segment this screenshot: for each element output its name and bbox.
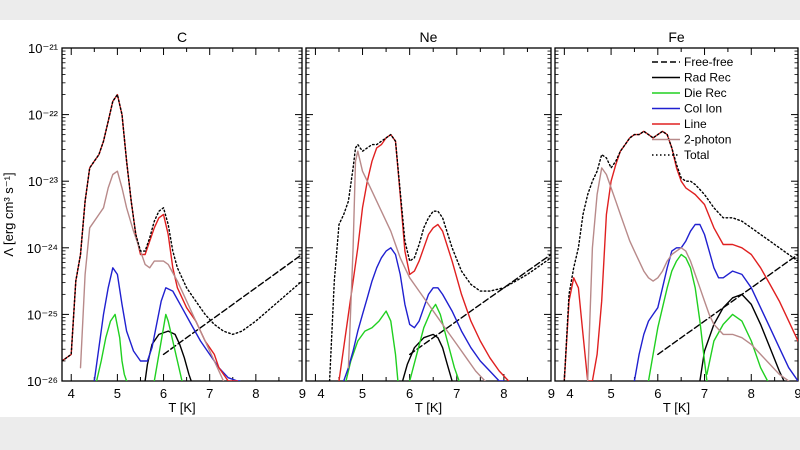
panel-ne: Ne 4 5 6 7 8 9 T [K]: [305, 29, 555, 415]
panel-c: C 4 5 6 7 8 9 T [K] 10⁻²⁶ 10⁻²⁵ 10⁻²⁴ 10⁻²³ 10⁻²² 10⁻…: [27, 29, 306, 415]
x-tick-label: 8: [252, 386, 259, 401]
x-tick-label: 7: [701, 386, 708, 401]
x-tick-label: 4: [317, 386, 324, 401]
y-tick-label: 10⁻²⁶: [27, 374, 58, 389]
x-axis-label: T [K]: [168, 400, 195, 415]
legend-label: Rad Rec: [684, 71, 731, 85]
series-line: [338, 133, 510, 381]
series-col-ion: [633, 223, 798, 381]
legend-label: Total: [684, 148, 709, 162]
y-tick-label: 10⁻²¹: [28, 41, 59, 56]
x-tick-label: 5: [114, 386, 121, 401]
series-free-free: [162, 253, 302, 356]
x-tick-label: 5: [607, 386, 614, 401]
panel-frame: [61, 47, 303, 382]
series-free-free: [657, 253, 798, 356]
series-die-rec: [153, 313, 183, 381]
panel-fe: Fe 4 5 6 7 8 9 T [K]: [554, 29, 800, 415]
x-tick-label: 4: [566, 386, 573, 401]
series-die-rec: [345, 310, 399, 381]
x-tick-label: 6: [654, 386, 661, 401]
series-rad-rec: [401, 333, 453, 381]
series-col-ion: [343, 247, 505, 381]
x-tick-label: 5: [359, 386, 366, 401]
x-tick-label: 8: [748, 386, 755, 401]
x-axis-label: T [K]: [415, 400, 442, 415]
legend-label: Line: [684, 117, 707, 131]
series-col-ion: [93, 267, 241, 381]
figure: Λ [erg cm³ s⁻¹] C 4 5 6 7 8 9 T [K] 10⁻²⁶ 10⁻²⁵ 10…: [0, 20, 800, 417]
panel-series: [328, 133, 551, 381]
x-tick-label: 9: [548, 386, 555, 401]
panel-title: Ne: [420, 29, 438, 45]
legend-label: Die Rec: [684, 86, 727, 100]
panel-frame: [554, 47, 799, 382]
series-rad-rec: [699, 293, 785, 381]
panel-series: [62, 93, 302, 381]
series-total: [62, 93, 302, 362]
x-tick-label: 6: [406, 386, 413, 401]
series-2-photon: [347, 150, 486, 381]
x-tick-label: 9: [794, 386, 800, 401]
x-tick-label: 8: [500, 386, 507, 401]
x-axis-label: T [K]: [663, 400, 690, 415]
x-tick-label: 9: [299, 386, 306, 401]
legend-label: 2-photon: [684, 133, 731, 147]
series-die-rec: [647, 253, 708, 381]
panel-series: [563, 130, 798, 381]
series-die-rec: [409, 303, 460, 381]
x-tick-label: 6: [160, 386, 167, 401]
series-line: [563, 130, 798, 381]
panel-frame: [305, 47, 552, 382]
series-die-rec: [95, 313, 128, 381]
x-tick-label: 7: [453, 386, 460, 401]
panel-title: Fe: [668, 29, 685, 45]
chart-svg: Λ [erg cm³ s⁻¹] C 4 5 6 7 8 9 T [K] 10⁻²⁶ 10⁻²⁵ 10…: [1, 29, 800, 415]
y-tick-label: 10⁻²³: [28, 174, 59, 189]
y-tick-label: 10⁻²²: [28, 108, 59, 123]
series-die-rec: [706, 313, 769, 381]
series-rad-rec: [144, 330, 192, 381]
series-2-photon: [587, 167, 790, 381]
y-tick-label: 10⁻²⁵: [27, 307, 58, 322]
x-tick-label: 4: [68, 386, 75, 401]
series-free-free: [409, 253, 551, 356]
legend-label: Free-free: [684, 55, 734, 69]
panel-title: C: [177, 29, 187, 45]
y-axis-label: Λ [erg cm³ s⁻¹]: [1, 172, 16, 256]
legend-label: Col Ion: [684, 102, 722, 116]
series-total: [563, 130, 798, 381]
y-tick-label: 10⁻²⁴: [27, 241, 58, 256]
x-tick-label: 7: [206, 386, 213, 401]
series-total: [328, 133, 551, 381]
